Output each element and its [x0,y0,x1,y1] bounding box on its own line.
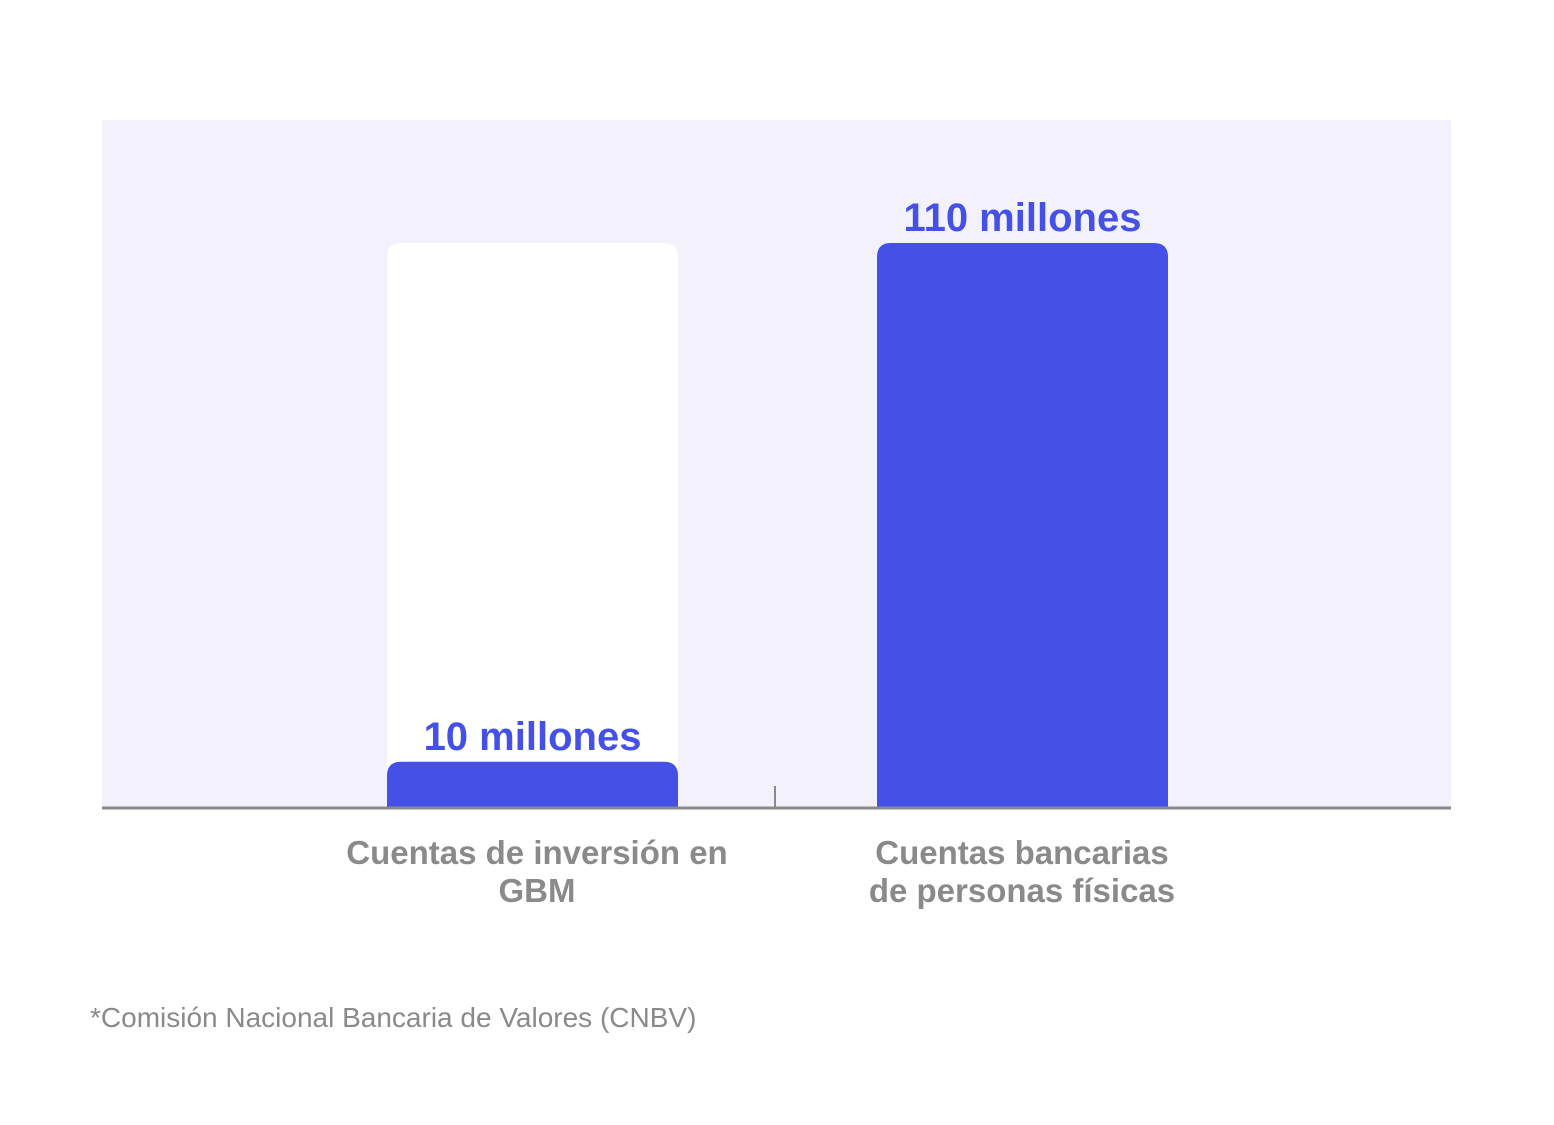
bar-1 [877,243,1168,808]
bar-0 [387,761,678,808]
bar-track-0 [387,243,678,808]
category-label-0: Cuentas de inversión en GBM [327,834,747,910]
footnote: *Comisión Nacional Bancaria de Valores (… [90,1002,697,1033]
data-label-0: 10 millones [424,715,642,759]
category-label-1-line-1: Cuentas bancarias [875,834,1169,871]
plot-background [102,120,1451,808]
category-label-1: Cuentas bancarias de personas físicas [812,834,1232,910]
category-label-0-line-1: Cuentas de inversión en [346,834,728,871]
category-label-1-line-2: de personas físicas [868,872,1176,909]
category-label-0-line-2: GBM [498,872,576,909]
data-label-1: 110 millones [904,196,1142,240]
